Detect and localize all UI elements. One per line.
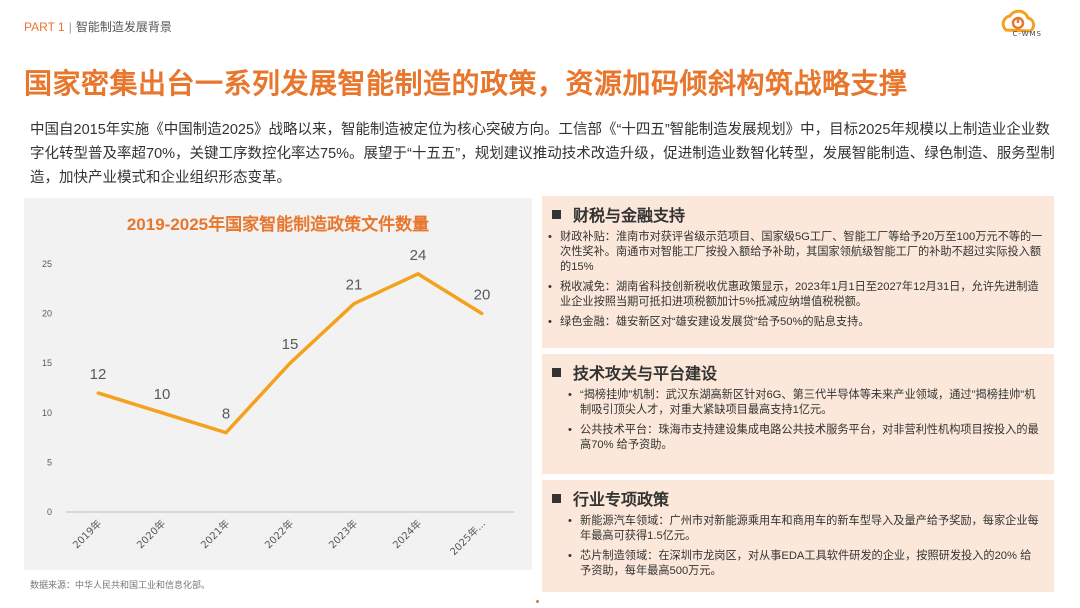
square-bullet-icon xyxy=(552,210,561,220)
data-point xyxy=(352,302,356,306)
list-item: 税收减免：湖南省科技创新税收优惠政策显示，2023年1月1日至2027年12月3… xyxy=(544,280,1044,310)
list-item: 财政补贴：淮南市对获评省级示范项目、国家级5G工厂、智能工厂等给予20万至100… xyxy=(544,230,1044,275)
panel-heading: 财税与金融支持 xyxy=(552,202,685,226)
list-item: 绿色金融：雄安新区对“雄安建设发展贷”给予50%的贴息支持。 xyxy=(544,315,1044,330)
y-tick-label: 0 xyxy=(47,507,52,517)
data-label: 10 xyxy=(154,386,171,403)
data-label: 12 xyxy=(90,366,107,383)
data-point xyxy=(288,361,292,365)
header-separator: | xyxy=(68,20,72,34)
x-tick-label: 2021年 xyxy=(198,517,232,551)
y-tick-label: 5 xyxy=(47,457,52,467)
data-label: 21 xyxy=(346,277,363,294)
logo-wordmark: C-WMS xyxy=(1012,30,1042,38)
line-chart: 0 5 10 15 20 25 2019年 2020年 2021年 2022年 2023年 2024年… xyxy=(42,247,514,558)
panel-list: 新能源汽车领域：广州市对新能源乘用车和商用车的新车型导入及量产给予奖励，每家企业… xyxy=(564,514,1042,584)
x-tick-label: 2023年 xyxy=(326,517,360,551)
y-tick-label: 25 xyxy=(42,259,52,269)
square-bullet-icon xyxy=(552,494,561,504)
data-label: 24 xyxy=(410,247,427,264)
data-label: 15 xyxy=(282,336,299,353)
list-item: “揭榜挂帅”机制：武汉东湖高新区针对6G、第三代半导体等未来产业领域，通过"揭榜… xyxy=(564,388,1042,418)
policy-panel-industry: 行业专项政策 新能源汽车领域：广州市对新能源乘用车和商用车的新车型导入及量产给予… xyxy=(542,480,1054,592)
y-tick-label: 10 xyxy=(42,408,52,418)
data-point xyxy=(224,431,228,435)
y-tick-label: 20 xyxy=(42,309,52,319)
x-tick-label: 2022年 xyxy=(262,517,296,551)
x-tick-label: 2019年 xyxy=(70,517,104,551)
policy-panel-technology: 技术攻关与平台建设 “揭榜挂帅”机制：武汉东湖高新区针对6G、第三代半导体等未来… xyxy=(542,354,1054,474)
decorative-dot xyxy=(536,600,539,603)
panel-list: “揭榜挂帅”机制：武汉东湖高新区针对6G、第三代半导体等未来产业领域，通过"揭榜… xyxy=(564,388,1042,458)
data-point xyxy=(480,312,484,316)
square-bullet-icon xyxy=(552,368,561,378)
list-item: 新能源汽车领域：广州市对新能源乘用车和商用车的新车型导入及量产给予奖励，每家企业… xyxy=(564,514,1042,544)
policy-panel-finance: 财税与金融支持 财政补贴：淮南市对获评省级示范项目、国家级5G工厂、智能工厂等给… xyxy=(542,196,1054,348)
x-tick-label: 2020年 xyxy=(134,517,168,551)
data-label: 20 xyxy=(474,287,491,304)
data-point xyxy=(160,411,164,415)
y-tick-label: 15 xyxy=(42,358,52,368)
data-source-note: 数据来源：中华人民共和国工业和信息化部。 xyxy=(30,580,211,590)
list-item: 公共技术平台：珠海市支持建设集成电路公共技术服务平台，对非营利性机构项目按投入的… xyxy=(564,423,1042,453)
part-label: PART 1 xyxy=(24,20,65,34)
panel-heading: 技术攻关与平台建设 xyxy=(552,360,717,384)
section-name: 智能制造发展背景 xyxy=(75,20,172,34)
x-tick-label: 2024年 xyxy=(390,517,424,551)
data-label: 8 xyxy=(222,406,230,423)
panel-list: 财政补贴：淮南市对获评省级示范项目、国家级5G工厂、智能工厂等给予20万至100… xyxy=(544,230,1044,335)
panel-heading: 行业专项政策 xyxy=(552,486,669,510)
series-line xyxy=(97,271,483,435)
section-header: PART 1 | 智能制造发展背景 xyxy=(24,18,172,35)
list-item: 芯片制造领域：在深圳市龙岗区，对从事EDA工具软件研发的企业，按照研发投入的20… xyxy=(564,549,1042,579)
data-point xyxy=(416,272,420,276)
cloud-logo-icon xyxy=(1001,9,1036,33)
data-point xyxy=(96,391,100,395)
chart-title: 2019-2025年国家智能制造政策文件数量 xyxy=(126,215,430,234)
page-title: 国家密集出台一系列发展智能制造的政策，资源加码倾斜构筑战略支撑 xyxy=(24,68,908,99)
intro-paragraph: 中国自2015年实施《中国制造2025》战略以来，智能制造被定位为核心突破方向。… xyxy=(30,122,1055,186)
chart-panel: 2019-2025年国家智能制造政策文件数量 0 5 10 15 20 25 2019年 20… xyxy=(24,198,532,570)
x-tick-label: 2025年... xyxy=(447,517,488,558)
